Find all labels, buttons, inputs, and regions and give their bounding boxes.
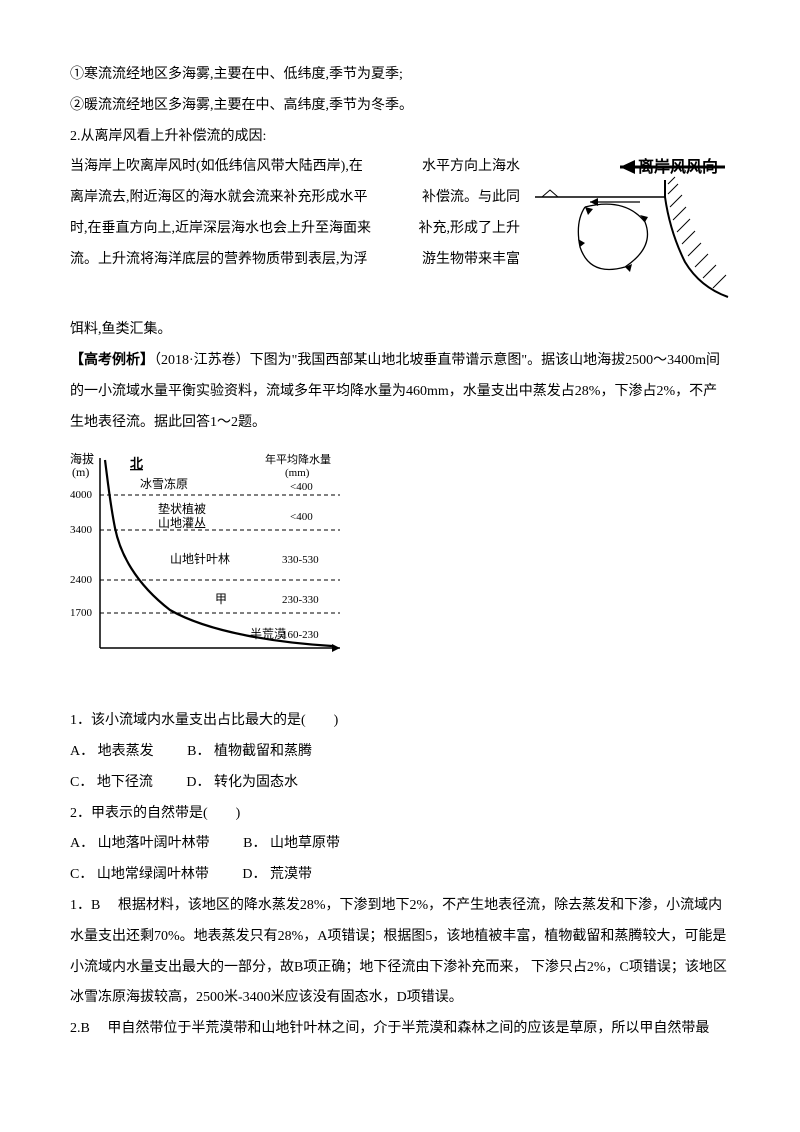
- svg-text:330-530: 330-530: [282, 554, 319, 566]
- svg-text:(m): (m): [72, 465, 89, 479]
- q2-option-c[interactable]: C． 山地常绿阔叶林带: [70, 860, 209, 891]
- wind-label: 离岸风风向: [638, 157, 718, 176]
- svg-text:<400: <400: [290, 511, 313, 523]
- example-paragraph: 【高考例析】（2018·江苏卷）下图为"我国西部某山地北坡垂直带谱示意图"。据该…: [70, 346, 730, 438]
- q2-option-d[interactable]: D． 荒漠带: [242, 860, 312, 891]
- q2-options-row2: C． 山地常绿阔叶林带 D． 荒漠带: [70, 860, 730, 891]
- svg-text:甲: 甲: [215, 592, 227, 606]
- line-warm-current: ②暖流流经地区多海雾,主要在中、高纬度,季节为冬季。: [70, 91, 730, 122]
- svg-text:2400: 2400: [70, 574, 93, 586]
- q2-options-row1: A． 山地落叶阔叶林带 B． 山地草原带: [70, 829, 730, 860]
- q1-stem: 1．该小流域内水量支出占比最大的是( ): [70, 706, 730, 737]
- example-tag: 【高考例析】: [70, 353, 154, 368]
- svg-text:北: 北: [130, 456, 143, 471]
- svg-text:年平均降水量: 年平均降水量: [265, 452, 331, 466]
- svg-text:半荒漠: 半荒漠: [250, 627, 286, 641]
- q1-options-row2: C． 地下径流 D． 转化为固态水: [70, 768, 730, 799]
- svg-text:山地针叶林: 山地针叶林: [170, 551, 230, 566]
- line-cold-current: ①寒流流经地区多海雾,主要在中、低纬度,季节为夏季;: [70, 60, 730, 91]
- q1-option-d[interactable]: D． 转化为固态水: [186, 768, 298, 799]
- q1-option-a[interactable]: A． 地表蒸发: [70, 737, 154, 768]
- svg-text:海拔: 海拔: [70, 451, 94, 466]
- vertical-zone-chart: 海拔 (m) 北 年平均降水量 (mm) 4000 3400 2400 1700…: [70, 448, 730, 691]
- svg-text:1700: 1700: [70, 607, 93, 619]
- q1-option-b[interactable]: B． 植物截留和蒸腾: [187, 737, 312, 768]
- offshore-wind-figure: 离岸风风向: [530, 152, 730, 315]
- q2-option-a[interactable]: A． 山地落叶阔叶林带: [70, 829, 210, 860]
- answer-1: 1．B 根据材料，该地区的降水蒸发28%，下渗到地下2%，不产生地表径流，除去蒸…: [70, 891, 730, 1014]
- svg-text:垫状植被: 垫状植被: [158, 501, 206, 516]
- chart-svg: 海拔 (m) 北 年平均降水量 (mm) 4000 3400 2400 1700…: [70, 448, 360, 678]
- svg-text:山地灌丛: 山地灌丛: [158, 516, 206, 530]
- offshore-wind-svg: 离岸风风向: [530, 152, 730, 302]
- svg-text:160-230: 160-230: [282, 629, 319, 641]
- q2-stem: 2．甲表示的自然带是( ): [70, 799, 730, 830]
- q2-option-b[interactable]: B． 山地草原带: [243, 829, 340, 860]
- svg-text:(mm): (mm): [285, 467, 310, 479]
- svg-text:<400: <400: [290, 481, 313, 493]
- offshore-wind-section: 离岸风风向: [70, 152, 730, 346]
- example-body: （2018·江苏卷）下图为"我国西部某山地北坡垂直带谱示意图"。据该山地海拔25…: [70, 353, 720, 430]
- q1-options-row1: A． 地表蒸发 B． 植物截留和蒸腾: [70, 737, 730, 768]
- wrap-line-5: 饵料,鱼类汇集。: [70, 315, 730, 346]
- line-heading-2: 2.从离岸风看上升补偿流的成因:: [70, 122, 730, 153]
- answer-2: 2.B 甲自然带位于半荒漠带和山地针叶林之间，介于半荒漠和森林之间的应该是草原，…: [70, 1014, 730, 1045]
- svg-text:230-330: 230-330: [282, 594, 319, 606]
- q1-option-c[interactable]: C． 地下径流: [70, 768, 153, 799]
- svg-text:冰雪冻原: 冰雪冻原: [140, 476, 188, 491]
- svg-text:3400: 3400: [70, 524, 93, 536]
- svg-text:4000: 4000: [70, 489, 93, 501]
